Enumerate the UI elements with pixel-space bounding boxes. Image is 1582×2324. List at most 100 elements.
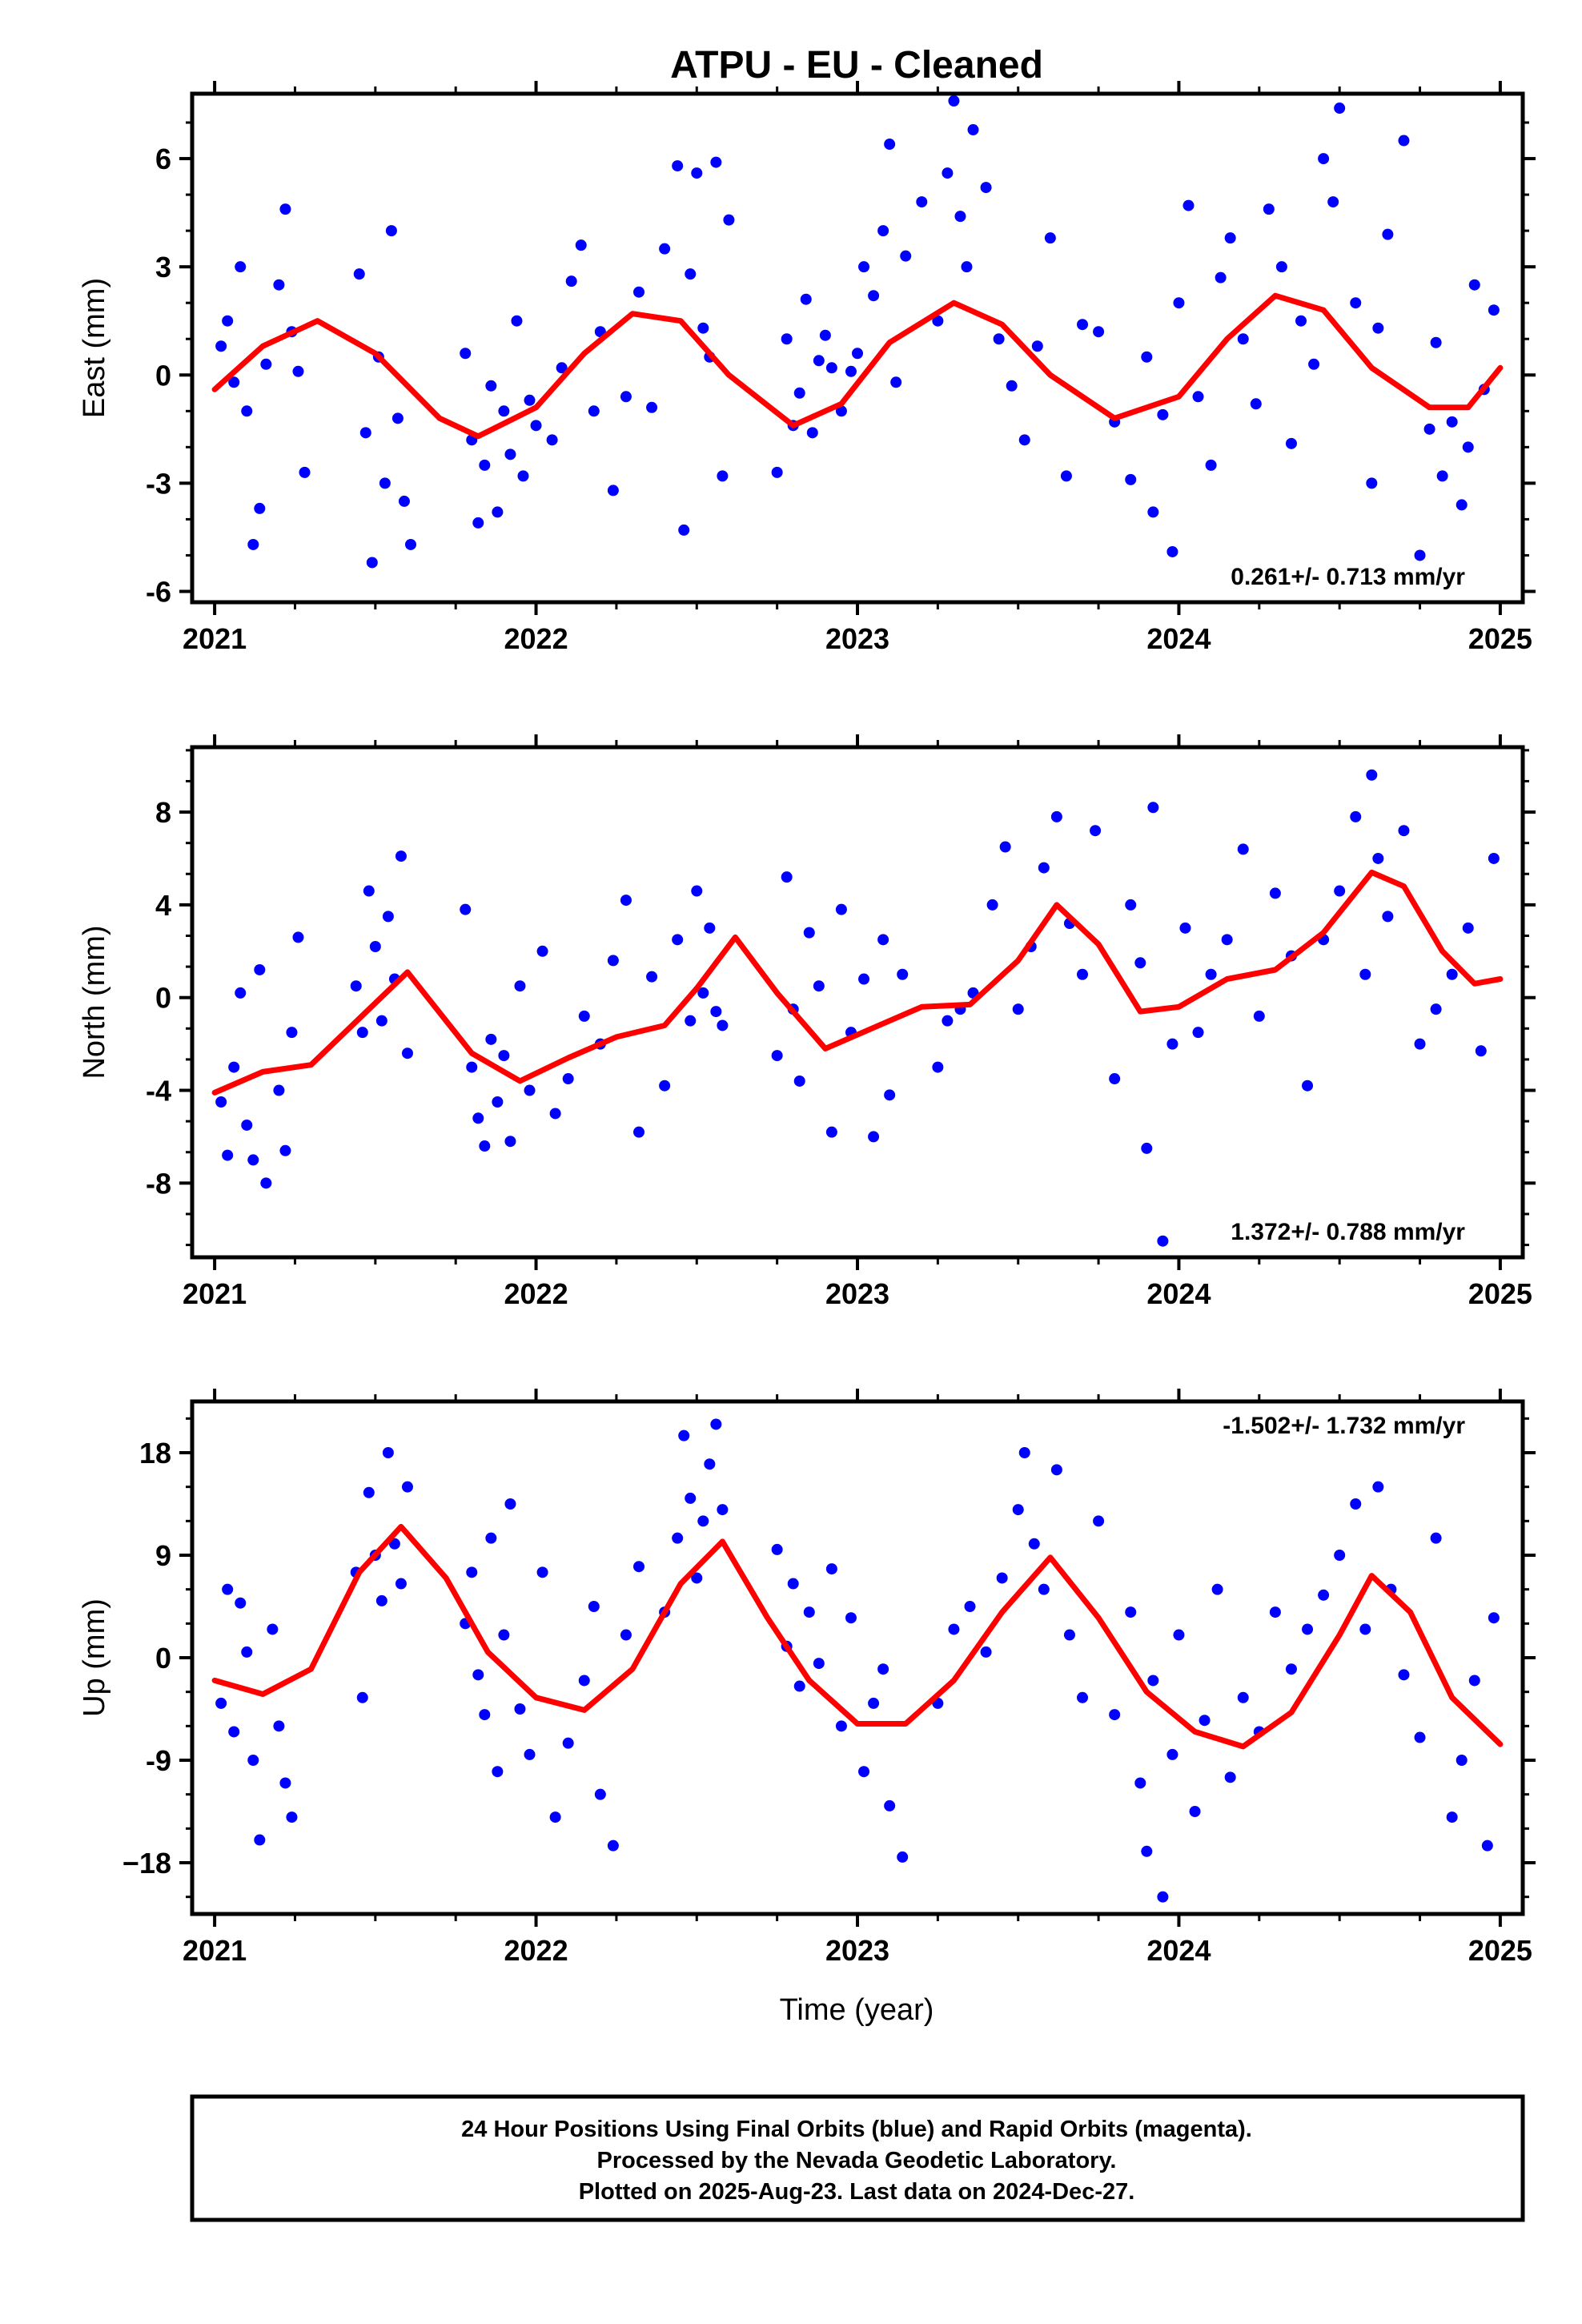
data-point <box>578 1675 590 1687</box>
data-point <box>932 1061 944 1073</box>
x-tick-label: 2025 <box>1468 1277 1532 1310</box>
data-point <box>877 1663 889 1675</box>
data-point <box>884 1089 896 1101</box>
data-point <box>1237 333 1249 345</box>
y-tick-label: 0 <box>155 1642 171 1675</box>
panel-2: 2021 2022 2023 2024 2025 -8 -4 0 4 8 North (mm) 1.3… <box>78 734 1536 1310</box>
footer-line-1: 24 Hour Positions Using Final Orbits (bl… <box>461 2117 1252 2142</box>
data-point <box>781 333 793 345</box>
data-point <box>517 470 529 482</box>
data-point <box>1285 437 1297 449</box>
data-point <box>1446 1811 1458 1823</box>
data-point <box>825 1563 837 1575</box>
data-point <box>607 1839 619 1852</box>
y-tick-label: -3 <box>146 467 171 500</box>
x-tick-label: 2023 <box>825 1277 889 1310</box>
x-tick-label: 2022 <box>504 1277 568 1310</box>
y-tick-label: 4 <box>155 889 171 922</box>
data-point <box>1237 1691 1249 1703</box>
data-point <box>504 1498 516 1510</box>
data-point <box>472 1112 484 1124</box>
data-point <box>356 1027 368 1039</box>
data-point <box>884 1799 896 1811</box>
data-point <box>1302 1623 1314 1635</box>
data-point <box>1462 441 1474 453</box>
data-point <box>1398 135 1410 147</box>
data-point <box>472 1669 484 1681</box>
data-point <box>1382 228 1394 240</box>
x-axis-label: Time (year) <box>780 1993 934 2027</box>
data-point <box>1050 810 1062 822</box>
data-point <box>803 1606 815 1618</box>
data-point <box>1372 322 1384 334</box>
data-point <box>286 1027 298 1039</box>
data-point <box>697 987 709 999</box>
data-point <box>504 1136 516 1148</box>
data-point <box>359 427 371 439</box>
data-point <box>620 391 632 403</box>
y-tick-label: 9 <box>155 1539 171 1572</box>
data-point <box>1468 1675 1480 1687</box>
x-tick-label: 2024 <box>1146 1934 1211 1967</box>
data-point <box>498 1050 510 1062</box>
data-point <box>382 1447 394 1458</box>
data-point <box>858 261 870 273</box>
rate-label: 0.261+/- 0.713 mm/yr <box>1231 564 1465 590</box>
data-point <box>1350 1498 1362 1510</box>
data-point <box>286 1811 298 1823</box>
data-point <box>379 477 391 489</box>
data-point <box>479 1140 491 1152</box>
data-point <box>1031 340 1043 352</box>
data-point <box>659 243 671 255</box>
data-point <box>1224 232 1236 244</box>
data-point <box>932 315 944 327</box>
fit-line <box>211 292 1504 440</box>
data-point <box>1147 506 1159 518</box>
x-tick-label: 2021 <box>183 1934 247 1967</box>
data-point <box>787 1578 799 1590</box>
data-point <box>228 1061 240 1073</box>
data-point <box>704 922 716 934</box>
y-tick-label: -6 <box>146 575 171 608</box>
data-point <box>1179 922 1191 934</box>
data-point <box>1125 1606 1137 1618</box>
data-point <box>235 1597 247 1609</box>
data-point <box>1285 1663 1297 1675</box>
data-point <box>890 376 902 388</box>
x-tick-label: 2024 <box>1146 1277 1211 1310</box>
data-point <box>685 1492 697 1504</box>
data-point <box>279 1144 291 1156</box>
data-point <box>594 1788 606 1800</box>
rate-label: -1.502+/- 1.732 mm/yr <box>1223 1413 1465 1439</box>
data-point <box>672 160 684 172</box>
data-point <box>1134 957 1146 969</box>
data-point <box>948 95 960 107</box>
data-point <box>222 1149 234 1161</box>
data-point <box>825 1126 837 1138</box>
data-point <box>1318 1589 1330 1601</box>
data-point <box>1462 922 1474 934</box>
footer-line-2: Processed by the Nevada Geodetic Laborat… <box>597 2148 1117 2173</box>
data-point <box>1382 911 1394 923</box>
data-point <box>806 427 818 439</box>
data-point <box>241 405 253 417</box>
data-point <box>1481 1839 1493 1852</box>
data-point <box>466 1566 478 1578</box>
data-point <box>1263 203 1275 215</box>
data-point <box>1475 1045 1487 1057</box>
data-point <box>942 1015 954 1027</box>
data-point <box>498 405 510 417</box>
data-point <box>1189 1806 1201 1817</box>
data-point <box>514 1703 526 1715</box>
data-point <box>1269 1606 1281 1618</box>
data-point <box>588 1601 600 1612</box>
data-point <box>514 980 526 992</box>
data-point <box>292 365 304 377</box>
data-point <box>897 1851 909 1863</box>
data-point <box>710 156 722 168</box>
data-point <box>485 1532 497 1544</box>
data-point <box>1157 1891 1169 1903</box>
data-point <box>1334 103 1346 115</box>
data-point <box>1414 1038 1426 1050</box>
data-point <box>391 412 404 424</box>
